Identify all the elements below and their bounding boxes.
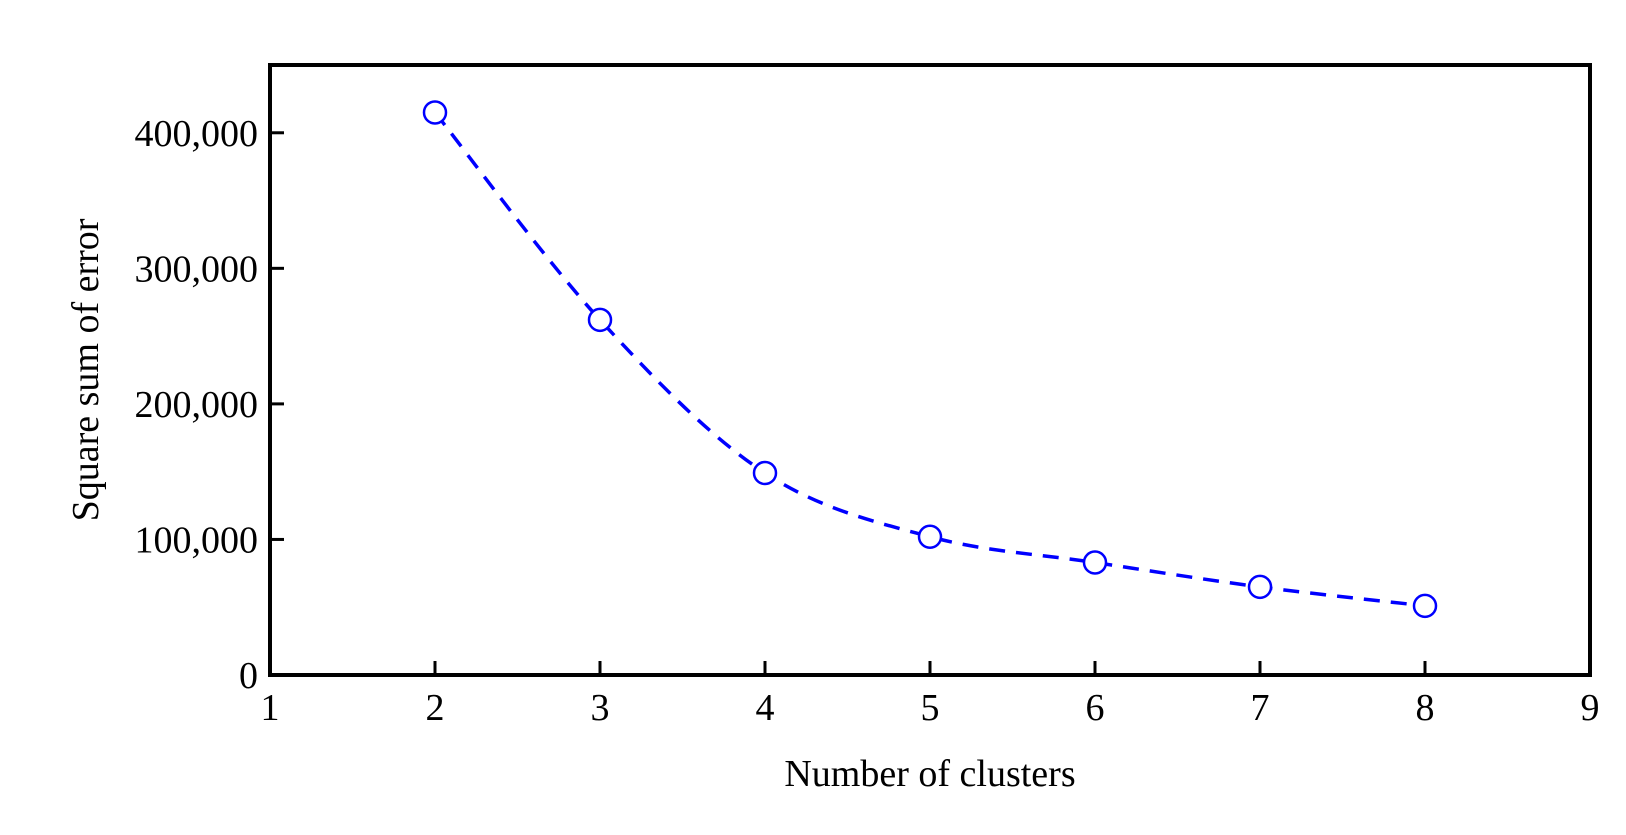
y-tick-label: 100,000: [135, 519, 259, 561]
data-point: [1247, 574, 1273, 600]
y-axis-title: Square sum of error: [65, 218, 107, 521]
y-tick-label: 0: [239, 655, 258, 697]
x-tick-label: 7: [1251, 687, 1270, 729]
data-point: [1082, 550, 1108, 575]
data-point: [422, 100, 448, 125]
x-tick-label: 6: [1086, 687, 1105, 729]
series-layer: [422, 100, 1438, 619]
data-point: [587, 307, 613, 333]
x-tick-label: 3: [591, 687, 610, 729]
y-tick-label: 300,000: [135, 248, 259, 290]
x-axis-ticks: 1 2 3 4 5 6 7 8 9: [261, 661, 1600, 729]
y-tick-label: 200,000: [135, 384, 259, 426]
x-tick-label: 8: [1416, 687, 1435, 729]
data-point: [1412, 593, 1438, 619]
y-axis-ticks: 0 100,000 200,000 300,000 400,000: [135, 113, 284, 697]
x-tick-label: 2: [426, 687, 445, 729]
data-point: [917, 524, 943, 549]
x-tick-label: 9: [1581, 687, 1600, 729]
y-tick-label: 400,000: [135, 113, 259, 155]
x-tick-label: 1: [261, 687, 280, 729]
x-tick-label: 4: [756, 687, 775, 729]
x-axis-title: Number of clusters: [784, 753, 1075, 795]
series-line: [433, 111, 1426, 608]
data-point: [752, 460, 778, 486]
x-tick-label: 5: [921, 687, 940, 729]
